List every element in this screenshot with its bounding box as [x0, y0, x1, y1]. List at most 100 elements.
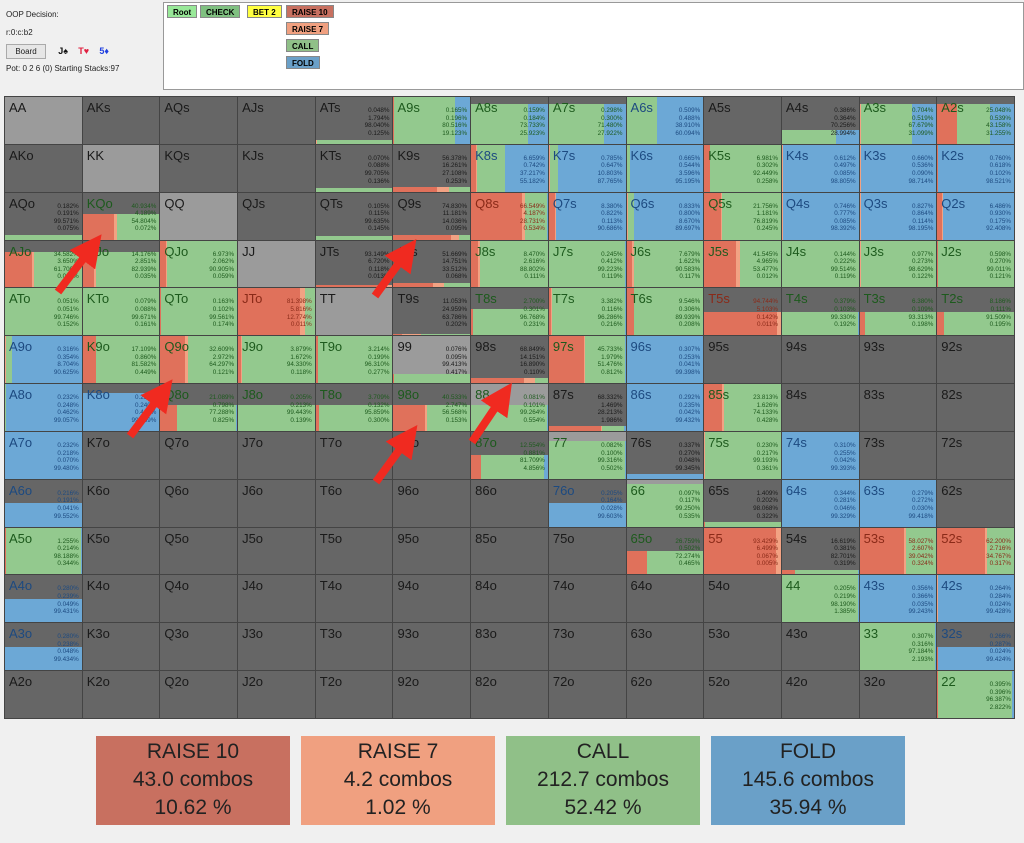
hand-cell-KJo[interactable]: KJo 14.176% 2.851% 82.939% 0.035% — [82, 240, 160, 288]
action-fold-button[interactable]: FOLD — [286, 56, 320, 69]
hand-cell-93o[interactable]: 93o — [393, 623, 471, 671]
hand-cell-98o[interactable]: 98o 40.533% 2.747% 56.568% 0.153% — [393, 384, 471, 431]
hand-cell-Q7o[interactable]: Q7o — [160, 431, 238, 479]
hand-cell-K9s[interactable]: K9s 56.378% 16.261% 27.108% 0.253% — [393, 144, 471, 192]
hand-cell-99[interactable]: 99 0.076% 0.095% 99.413% 0.417% — [393, 336, 471, 384]
hand-cell-JJ[interactable]: JJ — [238, 240, 315, 288]
hand-cell-J7o[interactable]: J7o — [238, 431, 315, 479]
hand-cell-97s[interactable]: 97s 45.733% 1.979% 51.476% 0.812% — [548, 336, 626, 384]
hand-cell-62s[interactable]: 62s — [937, 479, 1014, 527]
hand-cell-98s[interactable]: 98s 68.849% 14.151% 16.890% 0.110% — [471, 336, 548, 384]
hand-cell-AQo[interactable]: AQo 0.182% 0.191% 99.571% 0.075% — [5, 192, 82, 240]
hand-cell-A5s[interactable]: A5s — [704, 97, 781, 144]
hand-cell-AA[interactable]: AA — [5, 97, 82, 144]
hand-cell-J9s[interactable]: J9s 51.669% 14.751% 33.512% 0.068% — [393, 240, 471, 288]
hand-cell-32s[interactable]: 32s 0.266% 0.287% 0.024% 99.424% — [937, 623, 1014, 671]
hand-cell-J9o[interactable]: J9o 3.879% 1.672% 94.330% 0.118% — [238, 336, 315, 384]
hand-cell-93s[interactable]: 93s — [859, 336, 937, 384]
hand-cell-76o[interactable]: 76o 0.205% 0.164% 0.028% 99.603% — [548, 479, 626, 527]
action-call-button[interactable]: CALL — [286, 39, 320, 52]
hand-cell-Q5s[interactable]: Q5s 21.756% 1.181% 76.819% 0.245% — [704, 192, 781, 240]
hand-cell-KTs[interactable]: KTs 0.070% 0.088% 99.705% 0.136% — [315, 144, 393, 192]
hand-cell-KJs[interactable]: KJs — [238, 144, 315, 192]
board-button[interactable]: Board — [6, 44, 46, 59]
hand-cell-85o[interactable]: 85o — [471, 527, 548, 575]
hand-cell-J7s[interactable]: J7s 0.245% 0.412% 99.223% 0.119% — [548, 240, 626, 288]
hand-cell-A7o[interactable]: A7o 0.232% 0.218% 0.070% 99.480% — [5, 431, 82, 479]
hand-cell-KQs[interactable]: KQs — [160, 144, 238, 192]
hand-cell-83o[interactable]: 83o — [471, 623, 548, 671]
hand-cell-T5o[interactable]: T5o — [315, 527, 393, 575]
hand-cell-A2o[interactable]: A2o — [5, 671, 82, 718]
hand-cell-85s[interactable]: 85s 23.813% 1.626% 74.133% 0.428% — [704, 384, 781, 431]
hand-cell-J4s[interactable]: J4s 0.144% 0.222% 99.514% 0.119% — [781, 240, 859, 288]
hand-cell-T3s[interactable]: T3s 6.380% 0.109% 93.313% 0.198% — [859, 288, 937, 336]
hand-cell-75o[interactable]: 75o — [548, 527, 626, 575]
hand-cell-A6o[interactable]: A6o 0.216% 0.191% 0.041% 99.552% — [5, 479, 82, 527]
hand-cell-K7o[interactable]: K7o — [82, 431, 160, 479]
hand-cell-J5s[interactable]: J5s 41.545% 4.965% 53.477% 0.012% — [704, 240, 781, 288]
hand-cell-Q8s[interactable]: Q8s 66.549% 4.187% 28.731% 0.534% — [471, 192, 548, 240]
hand-cell-QJo[interactable]: QJo 6.973% 2.062% 90.905% 0.059% — [160, 240, 238, 288]
hand-cell-88[interactable]: 88 0.081% 0.101% 99.264% 0.554% — [471, 384, 548, 431]
hand-cell-KK[interactable]: KK — [82, 144, 160, 192]
hand-cell-KTo[interactable]: KTo 0.079% 0.088% 99.671% 0.161% — [82, 288, 160, 336]
hand-cell-A2s[interactable]: A2s 25.048% 0.539% 43.158% 31.255% — [937, 97, 1014, 144]
hand-cell-72s[interactable]: 72s — [937, 431, 1014, 479]
hand-cell-KQo[interactable]: KQo 40.934% 4.189% 54.804% 0.072% — [82, 192, 160, 240]
hand-cell-32o[interactable]: 32o — [859, 671, 937, 718]
hand-cell-A8o[interactable]: A8o 0.232% 0.248% 0.462% 99.057% — [5, 384, 82, 431]
hand-cell-J3s[interactable]: J3s 0.977% 0.273% 98.629% 0.122% — [859, 240, 937, 288]
hand-cell-AQs[interactable]: AQs — [160, 97, 238, 144]
hand-cell-AJs[interactable]: AJs — [238, 97, 315, 144]
hand-cell-86o[interactable]: 86o — [471, 479, 548, 527]
hand-cell-64o[interactable]: 64o — [626, 575, 704, 623]
hand-cell-94s[interactable]: 94s — [781, 336, 859, 384]
hand-cell-T9s[interactable]: T9s 11.053% 24.959% 63.786% 0.202% — [393, 288, 471, 336]
hand-cell-95s[interactable]: 95s — [704, 336, 781, 384]
hand-cell-A3s[interactable]: A3s 0.704% 0.519% 67.679% 31.099% — [859, 97, 937, 144]
hand-cell-K2s[interactable]: K2s 0.760% 0.618% 0.102% 98.521% — [937, 144, 1014, 192]
hand-cell-K2o[interactable]: K2o — [82, 671, 160, 718]
hand-cell-62o[interactable]: 62o — [626, 671, 704, 718]
action-raise-7-button[interactable]: RAISE 7 — [286, 22, 330, 35]
hand-cell-87o[interactable]: 87o 12.554% 0.881% 81.709% 4.856% — [471, 431, 548, 479]
hand-cell-54o[interactable]: 54o — [704, 575, 781, 623]
hand-cell-K9o[interactable]: K9o 17.109% 0.860% 81.582% 0.449% — [82, 336, 160, 384]
hand-cell-95o[interactable]: 95o — [393, 527, 471, 575]
hand-cell-Q6o[interactable]: Q6o — [160, 479, 238, 527]
hand-cell-T8s[interactable]: T8s 2.700% 0.301% 96.768% 0.231% — [471, 288, 548, 336]
hand-cell-Q2s[interactable]: Q2s 6.486% 0.930% 0.175% 92.408% — [937, 192, 1014, 240]
hand-cell-A6s[interactable]: A6s 0.509% 0.488% 38.910% 60.094% — [626, 97, 704, 144]
hand-cell-33[interactable]: 33 0.307% 0.316% 97.184% 2.193% — [859, 623, 937, 671]
hand-cell-75s[interactable]: 75s 0.230% 0.217% 99.193% 0.361% — [704, 431, 781, 479]
hand-cell-K4o[interactable]: K4o — [82, 575, 160, 623]
hand-cell-J8s[interactable]: J8s 8.470% 2.616% 88.802% 0.111% — [471, 240, 548, 288]
action-raise-10-button[interactable]: RAISE 10 — [286, 5, 334, 18]
hand-cell-65o[interactable]: 65o 26.759% 0.502% 72.274% 0.465% — [626, 527, 704, 575]
hand-cell-QTs[interactable]: QTs 0.105% 0.115% 99.635% 0.145% — [315, 192, 393, 240]
hand-cell-K8o[interactable]: K8o 0.254% 0.240% 0.417% 99.089% — [82, 384, 160, 431]
action-bet-2-button[interactable]: BET 2 — [247, 5, 282, 18]
hand-cell-43s[interactable]: 43s 0.356% 0.366% 0.035% 99.243% — [859, 575, 937, 623]
hand-cell-AJo[interactable]: AJo 34.582% 3.650% 61.700% 0.068% — [5, 240, 82, 288]
hand-cell-65s[interactable]: 65s 1.409% 0.202% 98.068% 0.322% — [704, 479, 781, 527]
hand-cell-A5o[interactable]: A5o 1.255% 0.214% 98.188% 0.344% — [5, 527, 82, 575]
hand-cell-97o[interactable]: 97o — [393, 431, 471, 479]
hand-cell-52s[interactable]: 52s 62.200% 2.716% 34.767% 0.317% — [937, 527, 1014, 575]
hand-cell-J2s[interactable]: J2s 0.598% 0.270% 99.011% 0.121% — [937, 240, 1014, 288]
hand-cell-T8o[interactable]: T8o 3.709% 0.132% 95.859% 0.300% — [315, 384, 393, 431]
hand-cell-T7o[interactable]: T7o — [315, 431, 393, 479]
hand-cell-Q5o[interactable]: Q5o — [160, 527, 238, 575]
hand-cell-Q2o[interactable]: Q2o — [160, 671, 238, 718]
hand-cell-96s[interactable]: 96s 0.307% 0.253% 0.041% 99.398% — [626, 336, 704, 384]
hand-cell-92o[interactable]: 92o — [393, 671, 471, 718]
hand-cell-43o[interactable]: 43o — [781, 623, 859, 671]
hand-cell-Q7s[interactable]: Q7s 8.380% 0.822% 0.113% 90.686% — [548, 192, 626, 240]
hand-cell-Q6s[interactable]: Q6s 0.833% 0.800% 8.670% 89.697% — [626, 192, 704, 240]
hand-cell-T3o[interactable]: T3o — [315, 623, 393, 671]
hand-cell-92s[interactable]: 92s — [937, 336, 1014, 384]
hand-cell-QJs[interactable]: QJs — [238, 192, 315, 240]
hand-cell-J8o[interactable]: J8o 0.205% 0.213% 99.443% 0.139% — [238, 384, 315, 431]
hand-cell-66[interactable]: 66 0.097% 0.117% 99.250% 0.535% — [626, 479, 704, 527]
